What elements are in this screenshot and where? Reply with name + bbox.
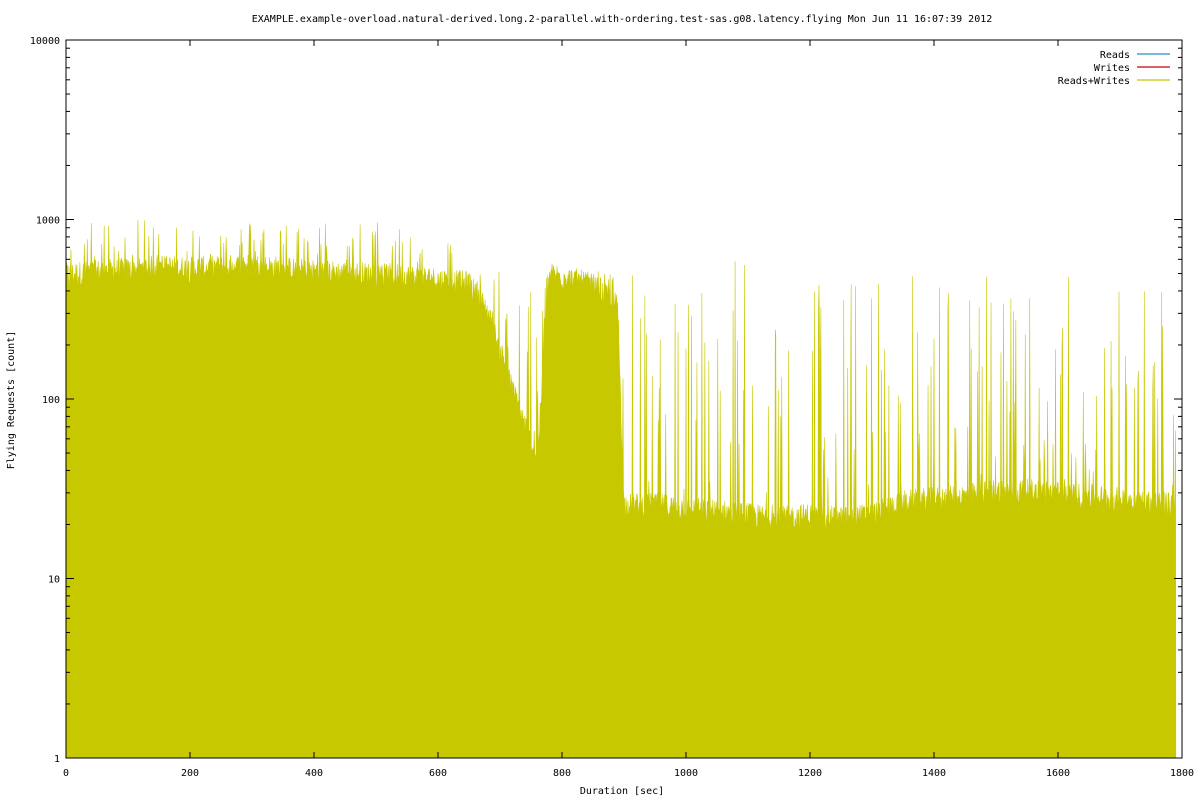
x-axis-label: Duration [sec] (580, 786, 664, 797)
x-tick-label: 1000 (674, 768, 698, 779)
legend: Reads Writes Reads+Writes (1058, 50, 1170, 87)
area-path (65, 219, 1177, 759)
y-tick-label: 10000 (30, 36, 60, 47)
x-tick-label: 0 (63, 768, 69, 779)
x-tick-label: 600 (429, 768, 447, 779)
x-tick-label: 200 (181, 768, 199, 779)
y-tick-label: 10 (48, 575, 60, 586)
y-tick-label: 1 (54, 754, 60, 765)
axes: 0 200 400 600 800 1000 1200 1400 1600 1800 1 10 100 1… (30, 36, 1194, 779)
legend-label: Writes (1094, 63, 1130, 74)
legend-label: Reads (1100, 50, 1130, 61)
reads-writes-area (65, 219, 1177, 759)
legend-label: Reads+Writes (1058, 76, 1130, 87)
x-tick-label: 400 (305, 768, 323, 779)
y-axis-label: Flying Requests [count] (6, 331, 17, 469)
chart-title: EXAMPLE.example-overload.natural-derived… (252, 14, 993, 25)
x-tick-label: 1800 (1170, 768, 1194, 779)
x-tick-label: 800 (553, 768, 571, 779)
y-tick-label: 1000 (36, 216, 60, 227)
x-tick-label: 1200 (798, 768, 822, 779)
x-tick-label: 1400 (922, 768, 946, 779)
x-tick-label: 1600 (1046, 768, 1070, 779)
y-tick-label: 100 (42, 395, 60, 406)
